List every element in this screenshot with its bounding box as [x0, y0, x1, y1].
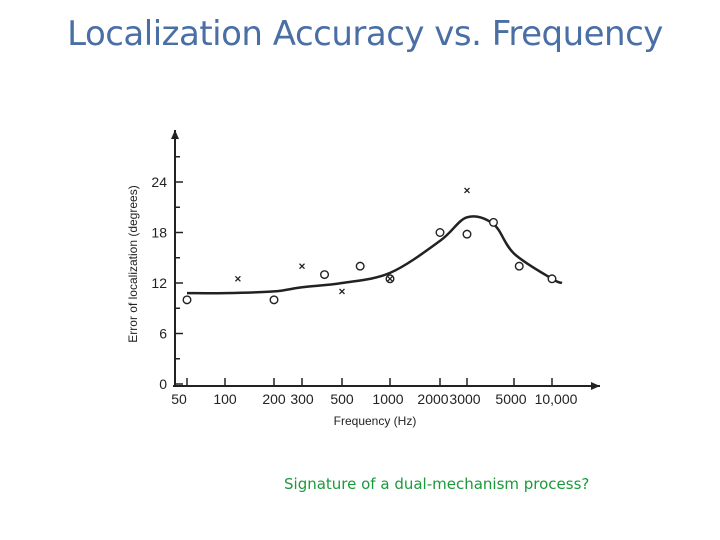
data-point-cross — [339, 288, 345, 295]
data-point-circle — [355, 261, 365, 271]
x-tick-label: 3000 — [449, 391, 480, 407]
data-point-circle — [514, 261, 524, 271]
x-axis-label: Frequency (Hz) — [334, 414, 417, 428]
x-tick-label: 300 — [290, 391, 314, 407]
x-tick-label: 500 — [330, 391, 354, 407]
data-point-cross — [299, 263, 305, 270]
y-axis-label: Error of localization (degrees) — [126, 185, 140, 342]
y-tick-label: 6 — [159, 326, 167, 342]
x-tick-label: 10,000 — [535, 391, 578, 407]
y-tick-label: 24 — [151, 174, 167, 190]
data-point-cross — [387, 275, 393, 282]
data-point-cross — [234, 275, 241, 282]
data-point-circle — [488, 217, 498, 227]
data-point-circle — [462, 229, 472, 239]
data-point-circle — [435, 227, 445, 237]
x-tick-label: 200 — [262, 391, 286, 407]
slide-title: Localization Accuracy vs. Frequency — [67, 14, 663, 54]
x-tick-label: 50 — [171, 391, 187, 407]
y-tick-label: 18 — [151, 225, 167, 241]
data-point-circle — [320, 270, 330, 280]
y-tick-label: 0 — [159, 376, 167, 392]
data-point-circle — [269, 295, 279, 305]
x-tick-label: 5000 — [495, 391, 526, 407]
x-tick-label: 1000 — [372, 391, 403, 407]
x-axis-arrow — [591, 382, 600, 390]
y-tick-label: 12 — [151, 275, 167, 291]
fitted-curve-line — [186, 215, 563, 295]
data-point-circle — [182, 295, 192, 305]
y-axis-arrow — [171, 130, 179, 139]
data-point-circle — [547, 274, 557, 284]
data-point-cross — [464, 187, 470, 194]
slide-caption: Signature of a dual-mechanism process? — [284, 475, 590, 493]
x-tick-label: 2000 — [417, 391, 448, 407]
x-tick-label: 100 — [213, 391, 237, 407]
